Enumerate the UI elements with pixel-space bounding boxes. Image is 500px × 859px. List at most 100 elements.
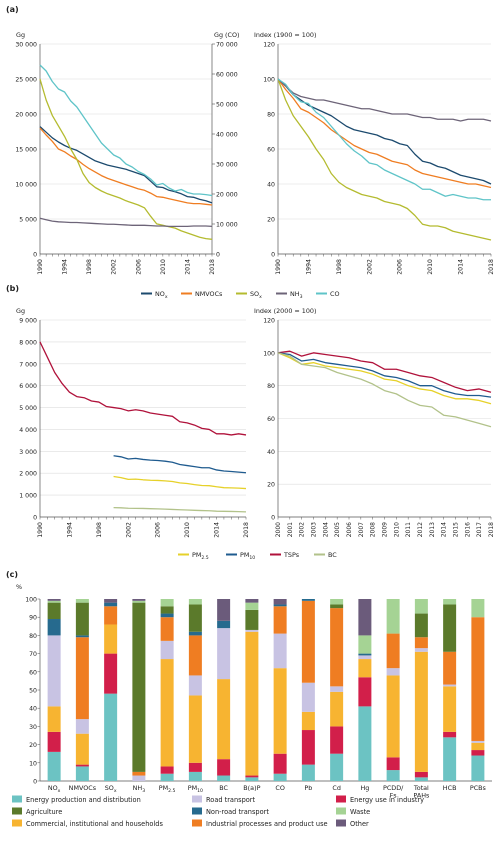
y-tick-label: 100 (25, 597, 37, 604)
bar-segment-road_transport (471, 740, 485, 743)
bar-segment-waste (414, 599, 428, 614)
bar-segment-agriculture (245, 609, 259, 630)
x-tick-label: 2001 (287, 522, 294, 537)
y-tick-label-right: 30 000 (216, 162, 238, 169)
category-label: NH3 (133, 784, 146, 794)
series-line-pm10 (113, 455, 247, 474)
bar-segment-energy_industry (386, 757, 400, 771)
category-label-line2: PAHs (413, 792, 430, 800)
y-tick-label: 0 (33, 252, 37, 259)
y-tick-label: 40 (29, 706, 37, 713)
bar-segment-energy_industry (188, 762, 202, 772)
bar-segment-non_road (358, 653, 372, 656)
y-tick-label: 0 (33, 779, 37, 786)
bar-segment-industrial_processes (301, 600, 315, 683)
bar-segment-road_transport (47, 635, 61, 707)
x-tick-label: 1990 (37, 259, 44, 275)
y-tick-label: 60 (29, 669, 37, 676)
legend-swatch-energy_production (12, 795, 22, 803)
y-tick-label: 20 (267, 217, 275, 224)
bar-segment-road_transport (273, 633, 287, 669)
bar-segment-industrial_processes (471, 617, 485, 741)
y-tick-label-right: 70 000 (216, 42, 238, 49)
bar-segment-waste (358, 635, 372, 654)
legend-label: NH3 (290, 290, 303, 300)
x-tick-label: 2010 (184, 522, 191, 538)
y-axis-unit: Index (1900 = 100) (254, 31, 317, 39)
y-tick-label: 9 000 (19, 318, 37, 325)
bar-segment-industrial_processes (330, 608, 344, 687)
x-tick-label: 2006 (346, 522, 353, 537)
bar-segment-energy_production (245, 777, 259, 781)
x-tick-label: 2014 (441, 522, 448, 537)
x-tick-label: 2014 (458, 259, 465, 275)
series-line-nmvocs (277, 78, 492, 189)
x-tick-label: 2011 (405, 522, 412, 537)
panel-b: (b) 0 1 000 2 000 3 000 4 000 5 000 6 000 7 000 8… (6, 284, 495, 561)
y-tick-label: 2 000 (19, 471, 37, 478)
panel-c: (c) 0 10 20 30 40 50 60 70 80 90 100% NOx NMVOCs SOx NH… (6, 570, 492, 828)
bar-segment-industrial_processes (443, 651, 457, 685)
category-label: PCDD/ (383, 784, 404, 792)
x-tick-label: 2014 (184, 259, 191, 275)
x-tick-label: 2015 (453, 522, 460, 537)
bar-segment-agriculture (47, 602, 61, 620)
panel-a: (a) 0 5 000 10 000 15 000 20 000 25 000 30 000 G… (6, 5, 495, 300)
series-line-nox (277, 78, 492, 185)
y-tick-label: 90 (29, 615, 37, 622)
legend-label: Commercial, institutional and households (26, 820, 163, 828)
bar-segment-commercial (443, 686, 457, 732)
y-tick-label: 6 000 (19, 383, 37, 390)
y-tick-label: 20 (29, 742, 37, 749)
bar-segment-energy_production (358, 706, 372, 781)
y-tick-label: 60 (267, 416, 275, 423)
x-tick-label: 2012 (417, 522, 424, 537)
bar-segment-commercial (160, 659, 174, 767)
bar-segment-other (47, 599, 61, 601)
bar-segment-commercial (330, 691, 344, 727)
bar-segment-other (132, 599, 146, 601)
bar-segment-commercial (273, 668, 287, 754)
legend-label: Industrial processes and product use (206, 820, 328, 828)
bar-segment-industrial_processes (132, 771, 146, 776)
bar-segment-energy_production (414, 777, 428, 781)
category-label: PM2.5 (159, 784, 176, 794)
bar-segment-commercial (104, 624, 118, 654)
panel-label-a: (a) (6, 5, 19, 14)
series-line-bc (113, 506, 247, 513)
bar-segment-waste (160, 599, 174, 607)
y-tick-label: 60 (267, 147, 275, 154)
bar-segment-industrial_processes (188, 635, 202, 676)
bar-segment-commercial (471, 742, 485, 751)
y-tick-label: 20 000 (15, 112, 37, 119)
x-tick-label: 2014 (214, 522, 221, 538)
bar-segment-energy_production (188, 771, 202, 781)
x-tick-label: 2010 (427, 259, 434, 275)
bar-segment-non_road (301, 599, 315, 601)
bar-segment-waste (330, 599, 344, 605)
bar-segment-energy_production (386, 770, 400, 781)
bar-segment-energy_industry (217, 759, 231, 776)
legend-swatch-commercial (12, 819, 22, 827)
x-tick-label: 1994 (66, 522, 73, 538)
y-tick-label: 10 (29, 760, 37, 767)
y-tick-label: 100 (263, 77, 275, 84)
bar-segment-energy_production (301, 764, 315, 781)
bar-segment-road_transport (132, 775, 146, 781)
series-line-sox (277, 78, 492, 241)
y-tick-label: 5 000 (19, 217, 37, 224)
y-tick-label: 15 000 (15, 147, 37, 154)
legend-label: Energy use in industry (350, 796, 424, 804)
bar-segment-energy_production (471, 755, 485, 781)
bar-segment-road_transport (443, 684, 457, 687)
bar-segment-energy_production (160, 773, 174, 781)
bar-segment-energy_industry (330, 726, 344, 754)
bar-segment-road_transport (188, 675, 202, 696)
bar-segment-road_transport (160, 640, 174, 660)
y-tick-label: 0 (271, 252, 275, 259)
bar-segment-waste (443, 599, 457, 605)
bar-segment-energy_industry (245, 775, 259, 778)
x-tick-label: 2010 (160, 259, 167, 275)
bar-segment-commercial (358, 659, 372, 678)
